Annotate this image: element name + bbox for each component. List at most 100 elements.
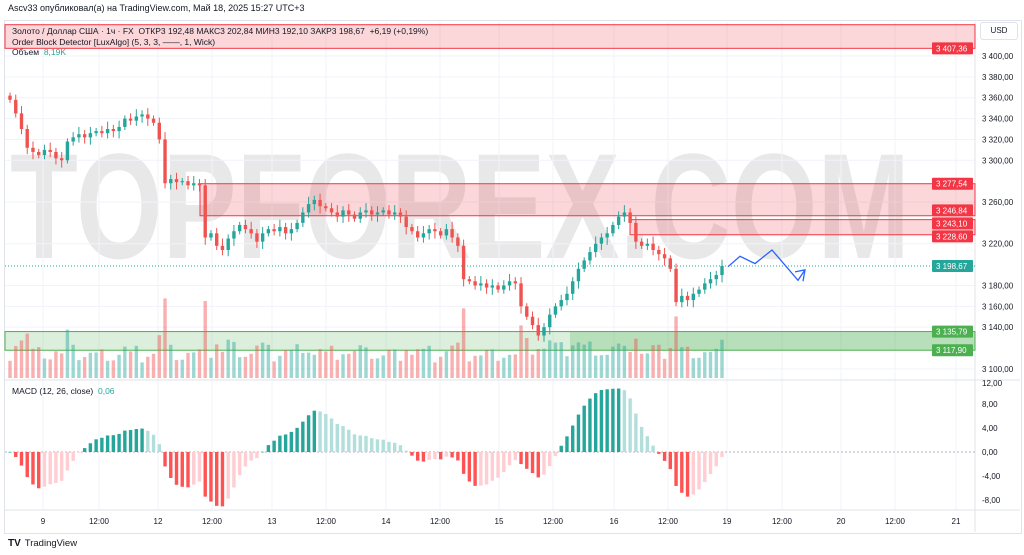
volume-bar <box>703 352 707 378</box>
candle-body <box>71 137 75 142</box>
candle-body <box>548 314 552 328</box>
macd-label: MACD (12, 26, close) <box>12 386 94 396</box>
projection-arrow <box>727 249 806 282</box>
candle-body <box>140 114 144 117</box>
macd-histogram-bar <box>691 452 695 495</box>
volume-bar <box>14 346 18 378</box>
macd-histogram-bar <box>559 445 563 452</box>
macd-histogram-bar <box>163 452 167 467</box>
candle-body <box>117 126 121 132</box>
macd-histogram-bar <box>381 439 385 452</box>
macd-histogram-bar <box>128 430 133 452</box>
volume-bar <box>582 344 586 378</box>
volume-bar <box>25 333 29 378</box>
price-tick-label: 3 220,00 <box>982 240 1014 249</box>
volume-bar <box>237 357 242 378</box>
macd-histogram-bar <box>697 452 701 490</box>
macd-histogram-bar <box>272 440 276 452</box>
volume-bar <box>714 348 718 378</box>
ohlc-values: ОТКР3 192,48 МАКС3 202,84 МИН3 192,10 ЗА… <box>138 26 365 36</box>
volume-bar <box>461 308 466 378</box>
volume-bar <box>255 345 259 378</box>
candle-body <box>490 285 495 288</box>
macd-histogram-bar <box>260 451 265 453</box>
macd-histogram-bar <box>186 452 190 488</box>
volume-bar <box>140 362 144 378</box>
volume-bar <box>203 301 207 378</box>
candle-body <box>341 210 345 217</box>
candle-body <box>364 210 368 213</box>
macd-histogram-bar <box>140 428 144 452</box>
macd-histogram-bar <box>42 452 47 487</box>
candle-body <box>576 268 581 282</box>
candle-body <box>237 224 242 232</box>
candle-body <box>278 227 282 232</box>
volume-bar <box>542 348 546 378</box>
candle-body <box>8 95 12 100</box>
price-tag-label: 3 198,67 <box>936 262 968 271</box>
order-block-bullish <box>4 331 976 351</box>
price-tick-label: 3 140,00 <box>982 323 1014 332</box>
volume-bar <box>525 338 529 378</box>
currency-button[interactable]: USD <box>980 22 1018 40</box>
macd-histogram-bar <box>708 452 713 475</box>
volume-legend: Объем 8,19K <box>12 47 66 57</box>
candle-body <box>668 258 673 269</box>
macd-histogram-bar <box>645 436 650 452</box>
volume-bar <box>433 362 437 378</box>
candle-body <box>720 265 724 276</box>
candle-body <box>151 118 156 123</box>
candle-body <box>536 325 540 336</box>
time-tick-label: 12:00 <box>543 517 564 526</box>
candle-body <box>559 300 563 307</box>
macd-histogram-bar <box>31 452 35 485</box>
order-block-bearish <box>629 219 976 236</box>
time-tick-label: 9 <box>41 517 46 526</box>
volume-bar <box>593 355 598 378</box>
candle-body <box>513 281 517 284</box>
macd-histogram-bar <box>415 452 420 461</box>
price-tag-label: 3 277,54 <box>936 180 968 189</box>
candle-body <box>192 183 196 186</box>
publisher-line: Ascv33 опубликовал(а) на TradingView.com… <box>8 3 305 13</box>
price-tag-label: 3 243,10 <box>936 219 968 228</box>
candle-body <box>42 149 47 156</box>
candle-body <box>146 114 150 119</box>
candle-body <box>77 134 81 138</box>
macd-histogram-bar <box>146 430 150 452</box>
candle-body <box>703 283 707 290</box>
macd-histogram-bar <box>312 410 317 452</box>
volume-bar <box>88 352 93 378</box>
candle-body <box>289 229 294 234</box>
macd-histogram-bar <box>519 452 523 465</box>
volume-bar <box>571 345 575 378</box>
volume-bar <box>657 344 661 378</box>
candle-body <box>232 231 236 239</box>
macd-histogram-bar <box>123 430 127 452</box>
candle-body <box>657 249 661 255</box>
macd-histogram-bar <box>668 452 673 470</box>
macd-legend[interactable]: MACD (12, 26, close) 0,06 <box>12 386 115 396</box>
candle-body <box>105 129 110 134</box>
candle-body <box>622 212 627 217</box>
candle-body <box>88 133 93 138</box>
macd-histogram-bar <box>456 452 460 461</box>
candle-body <box>484 283 489 288</box>
candle-body <box>634 222 638 242</box>
symbol-name[interactable]: Золото / Доллар США · 1ч · FX <box>12 26 134 36</box>
watermark-logo: TOPFOREX.COM <box>10 122 910 290</box>
price-tag <box>932 230 973 243</box>
macd-histogram-bar <box>295 427 299 452</box>
candle-body <box>209 233 213 238</box>
volume-bar <box>220 351 225 378</box>
indicator-legend[interactable]: Order Block Detector [LuxAlgo] (5, 3, 3,… <box>12 37 216 47</box>
macd-histogram-bar <box>714 452 718 467</box>
candle-body <box>54 151 58 159</box>
candle-body <box>467 279 472 282</box>
macd-histogram-bar <box>301 421 305 452</box>
candle-body <box>427 229 431 234</box>
volume-bar <box>375 358 380 378</box>
macd-histogram-bar <box>283 434 288 452</box>
macd-histogram-bar <box>335 423 339 452</box>
